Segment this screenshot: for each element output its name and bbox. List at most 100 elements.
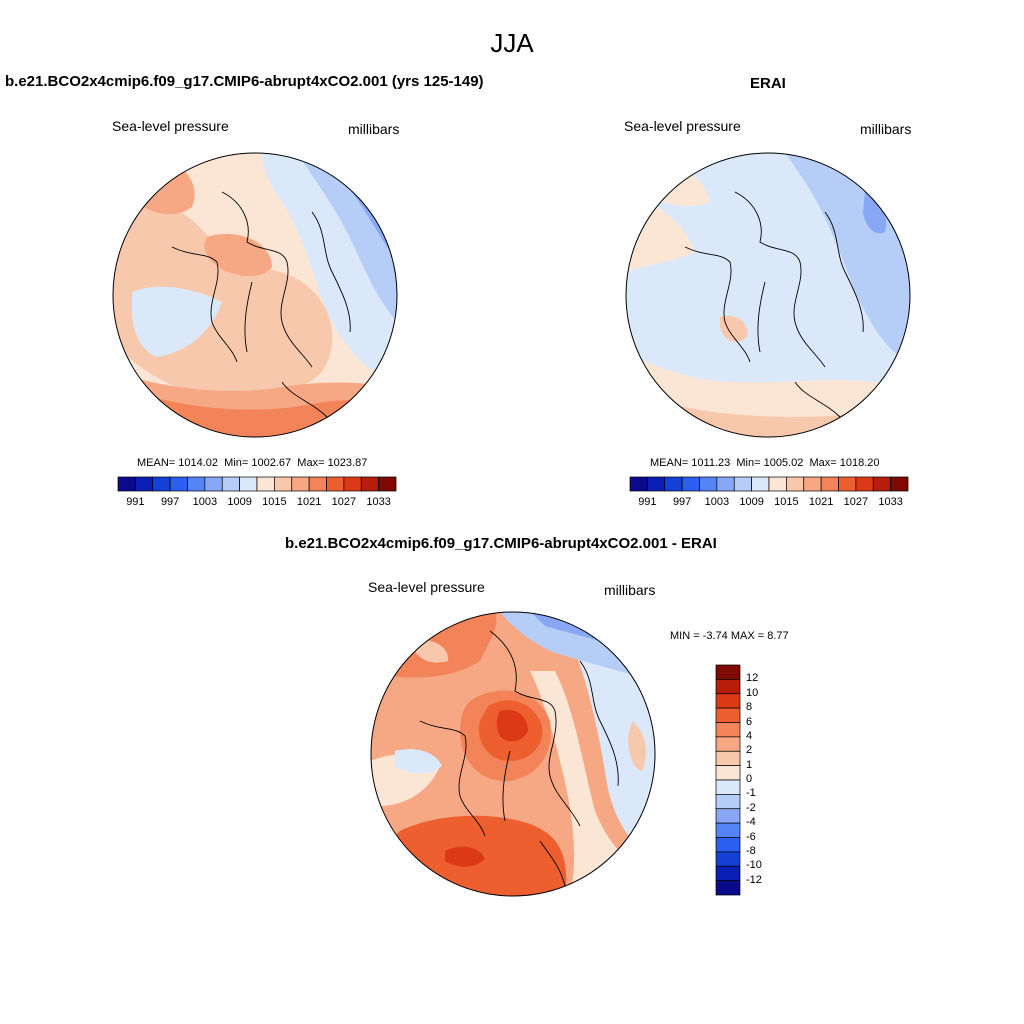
- colorbar-cell: [786, 476, 805, 492]
- colorbar-tick-label: 1027: [331, 496, 357, 508]
- colorbar-cell: [715, 865, 741, 881]
- colorbar-cell: [715, 693, 741, 709]
- model-panel-title: b.e21.BCO2x4cmip6.f09_g17.CMIP6-abrupt4x…: [5, 73, 484, 90]
- figure-title: JJA: [490, 28, 534, 58]
- colorbar-cell: [838, 476, 857, 492]
- colorbar-tick-label: -6: [746, 830, 756, 843]
- colorbar-tick-label: -2: [746, 801, 756, 814]
- colorbar-cell: [291, 476, 310, 492]
- erai-colorbar-ticks: 991 997 1003 1009 1015 1021 1027 1033: [630, 496, 908, 510]
- colorbar-tick-label: -10: [746, 859, 762, 872]
- colorbar-tick-label: 1021: [808, 496, 834, 508]
- erai-max-value: 1018.20: [839, 457, 880, 469]
- colorbar-cell: [135, 476, 154, 492]
- colorbar-cell: [360, 476, 379, 492]
- colorbar-cell: [378, 476, 397, 492]
- colorbar-tick-label: 10: [746, 686, 759, 699]
- diff-min-label: MIN =: [670, 630, 700, 642]
- diff-colorbar-ticks: 12 10 8 6 4 2 1 0 -1 -2 -4 -6 -8 -10 -12: [746, 665, 786, 895]
- colorbar-cell: [629, 476, 648, 492]
- colorbar-tick-label: 1015: [262, 496, 287, 508]
- colorbar-cell: [715, 794, 741, 810]
- colorbar-cell: [768, 476, 787, 492]
- diff-polar-map: [370, 611, 656, 897]
- colorbar-cell: [715, 822, 741, 838]
- colorbar-cell: [664, 476, 683, 492]
- model-min-label: Min=: [224, 457, 249, 469]
- erai-units-label: millibars: [860, 121, 912, 137]
- colorbar-cell: [221, 476, 240, 492]
- colorbar-tick-label: 997: [160, 496, 180, 508]
- colorbar-tick-label: 1033: [366, 496, 391, 508]
- diff-min-value: -3.74: [702, 630, 728, 642]
- model-mean-label: MEAN=: [137, 457, 176, 469]
- diff-max-label: MAX =: [730, 630, 765, 642]
- colorbar-cell: [117, 476, 136, 492]
- colorbar-tick-label: 1015: [774, 496, 799, 508]
- colorbar-cell: [715, 736, 741, 752]
- colorbar-cell: [204, 476, 223, 492]
- model-max-label: Max=: [297, 457, 325, 469]
- colorbar-tick-label: -4: [746, 816, 756, 829]
- colorbar-tick-label: 8: [746, 701, 753, 714]
- model-max-value: 1023.87: [327, 457, 368, 469]
- colorbar-cell: [855, 476, 874, 492]
- colorbar-cell: [699, 476, 718, 492]
- model-min-value: 1002.67: [251, 457, 292, 469]
- colorbar-cell: [152, 476, 171, 492]
- colorbar-cell: [715, 664, 741, 680]
- colorbar-tick-label: 1: [746, 758, 753, 771]
- colorbar-tick-label: 4: [746, 729, 753, 742]
- colorbar-tick-label: 991: [638, 496, 657, 508]
- erai-panel-title: ERAI: [750, 75, 786, 92]
- colorbar-cell: [715, 880, 741, 896]
- model-variable-label: Sea-level pressure: [112, 118, 229, 134]
- colorbar-cell: [715, 851, 741, 867]
- diff-variable-label: Sea-level pressure: [368, 579, 485, 595]
- colorbar-tick-label: 997: [672, 496, 692, 508]
- model-mean-value: 1014.02: [178, 457, 219, 469]
- colorbar-tick-label: 991: [126, 496, 145, 508]
- erai-min-label: Min=: [736, 457, 761, 469]
- colorbar-tick-label: 1003: [704, 496, 730, 508]
- colorbar-tick-label: 1003: [192, 496, 218, 508]
- colorbar-cell: [733, 476, 752, 492]
- colorbar-tick-label: 1009: [227, 496, 252, 508]
- colorbar-cell: [274, 476, 293, 492]
- colorbar-tick-label: -8: [746, 844, 756, 857]
- diff-colorbar: [715, 664, 741, 896]
- erai-mean-label: MEAN=: [650, 457, 689, 469]
- erai-max-label: Max=: [809, 457, 837, 469]
- colorbar-tick-label: 0: [746, 773, 753, 785]
- colorbar-cell: [820, 476, 839, 492]
- colorbar-cell: [715, 808, 741, 824]
- colorbar-tick-label: 6: [746, 715, 753, 728]
- erai-variable-label: Sea-level pressure: [624, 118, 741, 134]
- colorbar-tick-label: 1021: [296, 496, 322, 508]
- colorbar-tick-label: -1: [746, 787, 756, 800]
- colorbar-tick-label: -12: [746, 873, 762, 886]
- colorbar-cell: [715, 707, 741, 723]
- diff-units-label: millibars: [604, 582, 656, 598]
- colorbar-cell: [803, 476, 822, 492]
- colorbar-tick-label: 1009: [739, 496, 764, 508]
- diff-stats: MIN = -3.74 MAX = 8.77: [670, 630, 789, 642]
- erai-mean-value: 1011.23: [691, 457, 731, 469]
- colorbar-cell: [715, 837, 741, 853]
- colorbar-tick-label: 1027: [843, 496, 869, 508]
- model-units-label: millibars: [348, 121, 400, 137]
- colorbar-cell: [716, 476, 735, 492]
- colorbar-cell: [715, 765, 741, 781]
- colorbar-tick-label: 1033: [878, 496, 903, 508]
- model-polar-map: [112, 152, 398, 438]
- diff-max-value: 8.77: [767, 630, 789, 642]
- colorbar-cell: [681, 476, 700, 492]
- colorbar-cell: [169, 476, 188, 492]
- erai-stats: MEAN= 1011.23 Min= 1005.02 Max= 1018.20: [650, 457, 880, 469]
- diff-panel-title: b.e21.BCO2x4cmip6.f09_g17.CMIP6-abrupt4x…: [285, 535, 717, 552]
- colorbar-cell: [343, 476, 362, 492]
- colorbar-cell: [647, 476, 666, 492]
- erai-polar-map: [625, 152, 911, 438]
- colorbar-cell: [326, 476, 345, 492]
- colorbar-tick-label: 2: [746, 744, 753, 757]
